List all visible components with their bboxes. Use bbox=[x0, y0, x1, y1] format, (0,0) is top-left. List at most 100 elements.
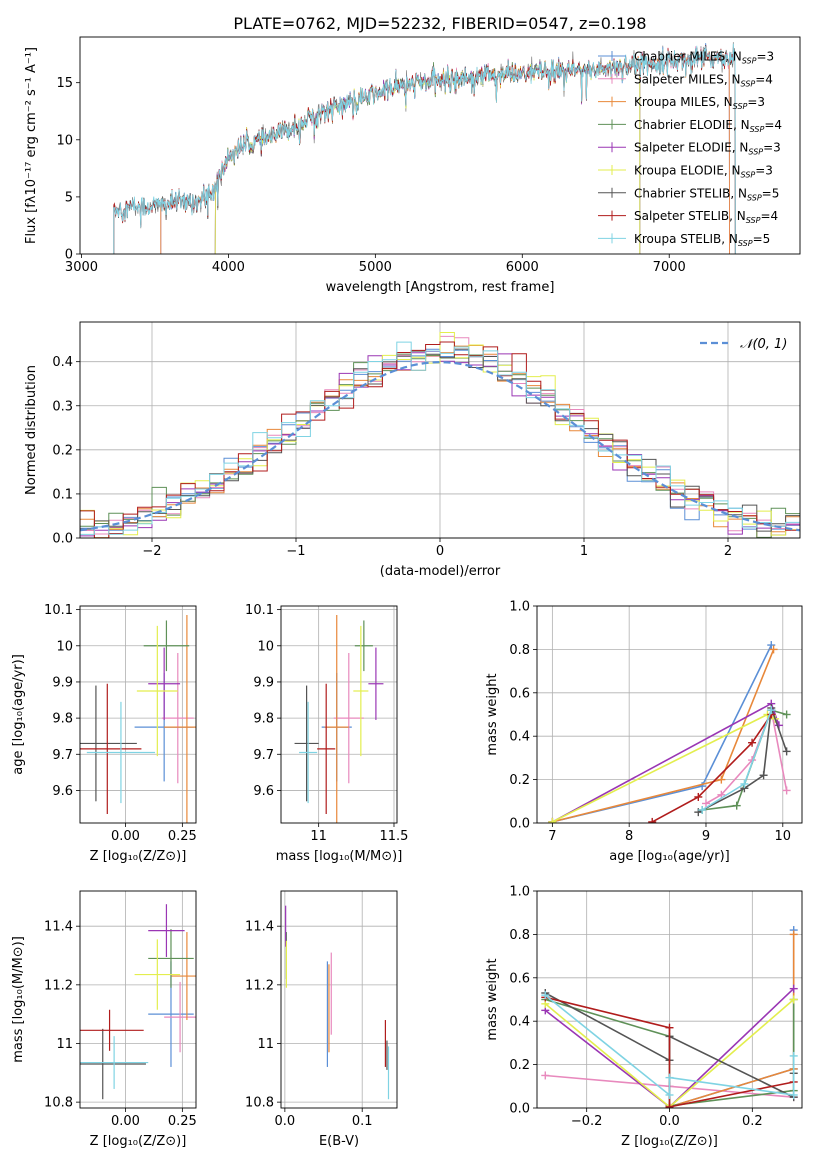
legend-label: Kroupa ELODIE, NSSP=3 bbox=[634, 164, 773, 180]
y-tick-label: 9.7 bbox=[52, 748, 73, 763]
model-line-chabrier-elodie bbox=[214, 54, 641, 254]
point-chabrier-elodie bbox=[354, 620, 373, 672]
y-tick-label: 0.2 bbox=[509, 773, 530, 788]
model-line-kroupa-stelib bbox=[113, 43, 736, 254]
weight-lines bbox=[548, 641, 791, 823]
x-axis-label: Z [log₁₀(Z/Z⊙)] bbox=[621, 1134, 718, 1149]
x-tick-label: −0.2 bbox=[571, 1114, 603, 1129]
series-chabrier-stelib bbox=[694, 703, 791, 817]
error-bars bbox=[294, 615, 384, 823]
y-axis-label: age [log₁₀(age/yr)] bbox=[11, 654, 26, 775]
y-tick-label: 9.8 bbox=[253, 712, 274, 727]
grid bbox=[537, 605, 802, 824]
series-kroupa-stelib bbox=[541, 991, 798, 1099]
series-kroupa-miles bbox=[548, 645, 778, 823]
x-axis-label: E(B-V) bbox=[319, 1134, 359, 1149]
x-axis-label: Z [log₁₀(Z/Z⊙)] bbox=[90, 849, 187, 864]
axes-frame bbox=[280, 605, 398, 824]
x-tick-label: 10 bbox=[775, 829, 792, 844]
y-tick-label: 0.8 bbox=[509, 928, 530, 943]
x-axis-label: wavelength [Angstrom, rest frame] bbox=[326, 280, 555, 295]
x-tick-label: 0.00 bbox=[111, 829, 140, 844]
x-tick-label: 0.2 bbox=[742, 1114, 763, 1129]
x-tick-label: 11.5 bbox=[380, 829, 409, 844]
y-tick-label: 0.1 bbox=[52, 487, 73, 502]
axes-frame bbox=[79, 890, 197, 1109]
series-salpeter-stelib bbox=[648, 710, 776, 823]
x-axis-label: age [log₁₀(age/yr)] bbox=[609, 849, 730, 864]
y-tick-label: 0.3 bbox=[52, 399, 73, 414]
y-tick-label: 1.0 bbox=[509, 600, 530, 615]
x-tick-label: 9 bbox=[702, 829, 710, 844]
figure-title: PLATE=0762, MJD=52232, FIBERID=0547, z=0… bbox=[233, 14, 646, 33]
point-kroupa-stelib bbox=[299, 701, 318, 804]
legend: Chabrier MILES, NSSP=3 Salpeter MILES, NS… bbox=[598, 50, 782, 248]
y-axis-label: mass weight bbox=[485, 673, 500, 755]
x-tick-label: 0.25 bbox=[168, 829, 197, 844]
grid bbox=[281, 891, 397, 1108]
y-tick-label: 0 bbox=[65, 248, 73, 263]
x-tick-label: 5000 bbox=[359, 260, 392, 275]
y-tick-label: 9.8 bbox=[52, 712, 73, 727]
x-tick-label: 4000 bbox=[212, 260, 245, 275]
x-tick-label: 6000 bbox=[506, 260, 539, 275]
histogram-kroupa-stelib bbox=[80, 341, 800, 538]
point-salpeter-stelib bbox=[80, 683, 142, 814]
x-axis-label: Z [log₁₀(Z/Z⊙)] bbox=[90, 1134, 187, 1149]
y-tick-label: 15 bbox=[56, 76, 73, 91]
axes-frame bbox=[280, 890, 398, 1109]
y-axis-label: mass weight bbox=[485, 958, 500, 1040]
x-tick-label: 2 bbox=[724, 544, 732, 559]
legend-label: Chabrier STELIB, NSSP=5 bbox=[634, 186, 779, 202]
y-tick-label: 0.4 bbox=[509, 1015, 530, 1030]
legend-label: Kroupa MILES, NSSP=3 bbox=[634, 95, 765, 111]
y-tick-label: 0.8 bbox=[509, 643, 530, 658]
y-axis-label: Normed distribution bbox=[24, 365, 39, 495]
y-tick-label: 9.7 bbox=[253, 748, 274, 763]
series-kroupa-miles bbox=[665, 930, 798, 1108]
point-kroupa-elodie bbox=[134, 939, 181, 1010]
y-tick-label: 10.1 bbox=[245, 603, 274, 618]
axes-frame bbox=[536, 605, 803, 824]
point-salpeter-stelib bbox=[317, 683, 336, 814]
point-kroupa-elodie bbox=[353, 625, 369, 757]
y-tick-label: 11 bbox=[257, 1037, 274, 1052]
axes-frame bbox=[79, 605, 197, 824]
point-chabrier-elodie bbox=[143, 620, 190, 672]
y-tick-label: 11.2 bbox=[44, 978, 73, 993]
panel-residuals: −2 −1 0 1 2 0.0 0.1 0.2 0.3 0.4 (data-model)/error… bbox=[24, 321, 801, 579]
axes-frame bbox=[79, 36, 801, 255]
x-tick-label: 7000 bbox=[653, 260, 686, 275]
series-line bbox=[669, 934, 795, 1108]
point-chabrier-stelib bbox=[80, 685, 137, 802]
y-tick-label: 0.0 bbox=[509, 1102, 530, 1117]
point-kroupa-miles bbox=[324, 615, 349, 823]
error-bars bbox=[80, 904, 196, 1100]
x-tick-label: −2 bbox=[142, 544, 161, 559]
series-line bbox=[701, 709, 773, 811]
x-axis-label: (data-model)/error bbox=[380, 564, 501, 579]
legend-label: Salpeter MILES, NSSP=4 bbox=[634, 72, 773, 88]
y-tick-label: 10.8 bbox=[44, 1096, 73, 1111]
y-tick-label: 9.6 bbox=[253, 784, 274, 799]
point-kroupa-miles bbox=[164, 615, 196, 823]
panel-mass-vs-EBV: 0.0 0.1 10.8 11 11.2 11.4 E(B-V) bbox=[245, 890, 398, 1149]
series-chabrier-miles bbox=[665, 926, 798, 1108]
y-tick-label: 0.6 bbox=[509, 971, 530, 986]
panel-mass-vs-Z: 0.00 0.25 10.8 11 11.2 11.4 Z [log₁₀(Z/Z⊙)] mas… bbox=[11, 890, 197, 1149]
y-tick-label: 1.0 bbox=[509, 885, 530, 900]
y-tick-label: 0.6 bbox=[509, 686, 530, 701]
spectrum-lines bbox=[113, 42, 736, 254]
weight-lines bbox=[541, 926, 798, 1108]
series-chabrier-miles bbox=[548, 641, 776, 823]
point-kroupa-stelib bbox=[86, 701, 156, 804]
y-tick-label: 11.4 bbox=[44, 920, 73, 935]
x-tick-label: 0.00 bbox=[111, 1114, 140, 1129]
panel-spectrum: 3000 4000 5000 6000 7000 0 5 10 15 wavelength [An… bbox=[24, 36, 801, 295]
normal-pdf-curve bbox=[80, 360, 800, 532]
grid bbox=[80, 606, 196, 823]
series-line bbox=[651, 714, 772, 823]
legend-label: 𝒩(0, 1) bbox=[740, 337, 787, 352]
panel-age-vs-mass: 11 11.5 9.6 9.7 9.8 9.9 10 10.1 mass [log₁₀(M/M⊙… bbox=[245, 603, 408, 864]
point-salpeter-miles bbox=[333, 653, 364, 784]
